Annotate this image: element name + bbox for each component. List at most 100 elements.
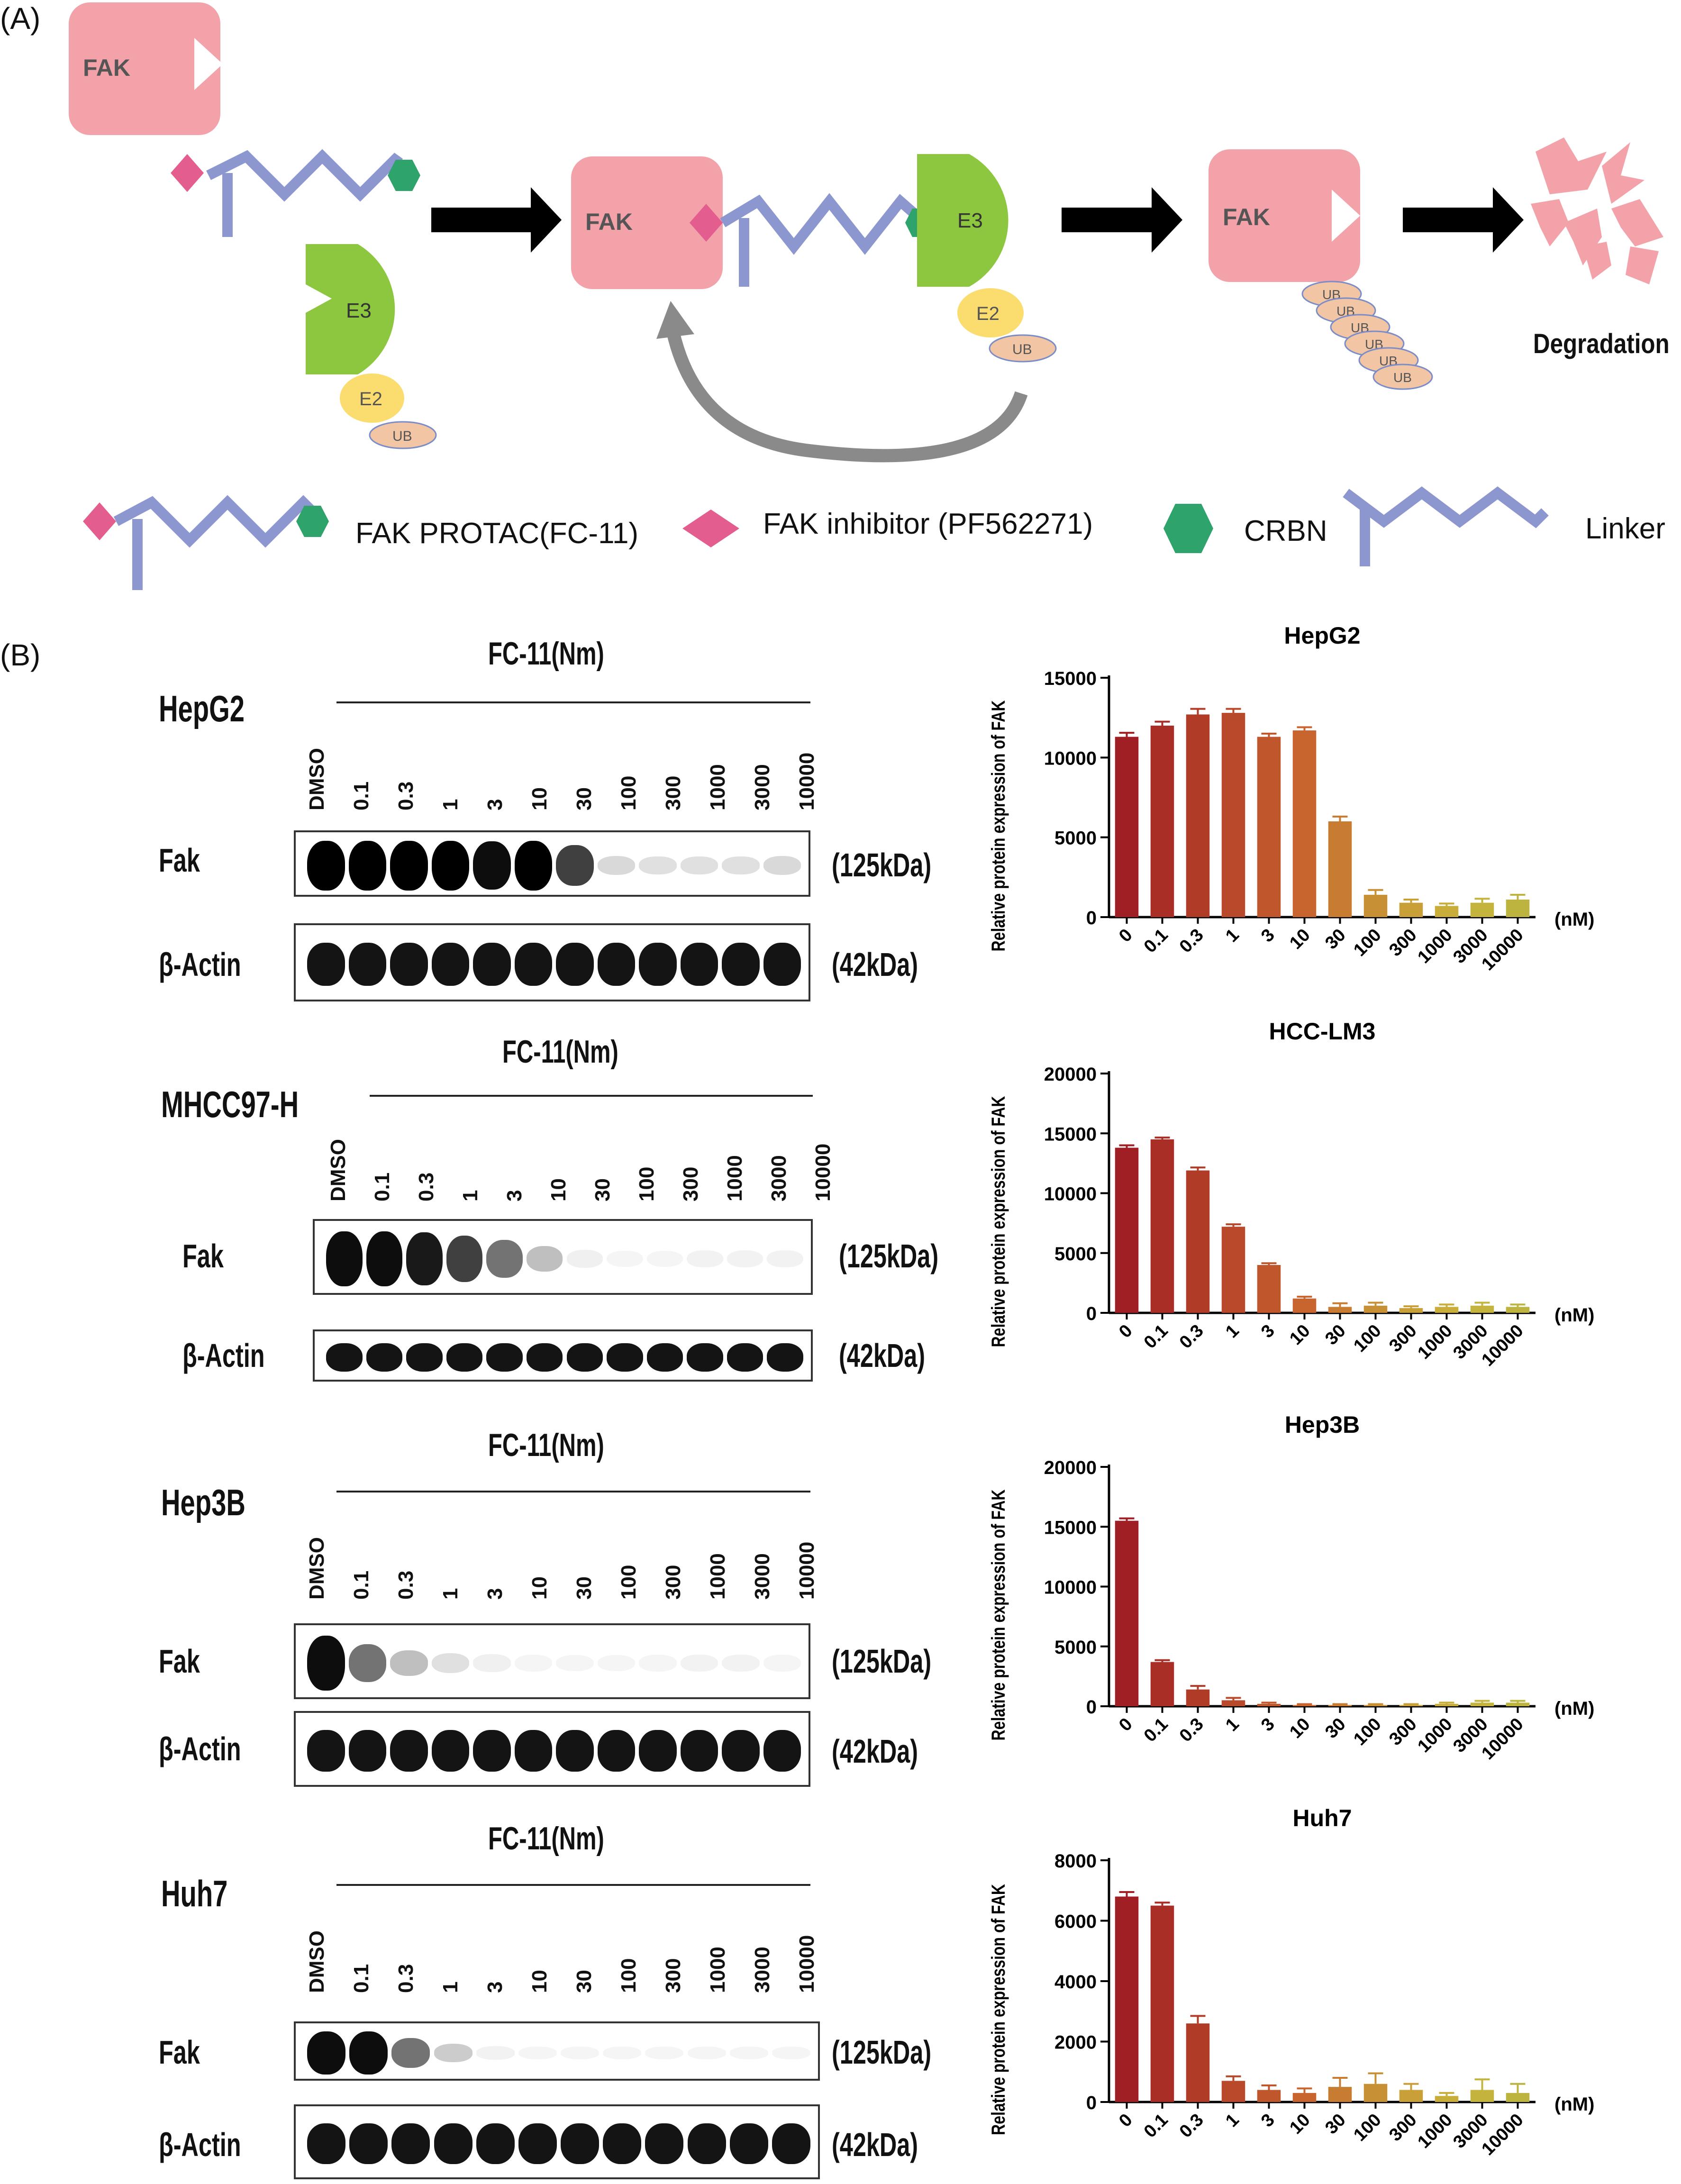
fak-band [390,840,428,891]
fak-band [476,2046,515,2060]
actin-band [390,943,428,986]
bar [1221,1700,1245,1706]
actin-kda-label: (42kDa) [832,2126,918,2163]
y-tick-label: 0 [1086,908,1097,928]
actin-band [556,1730,594,1772]
fak-kda-label: (125kDa) [832,1643,932,1680]
x-tick-label: 0.1 [1140,2110,1172,2142]
inhibitor-diamond-icon [171,154,204,192]
lane-label: 10 [528,787,551,810]
fak-band [722,1654,760,1672]
y-tick-label: 4000 [1054,1972,1097,1993]
bar [1363,1305,1388,1313]
fak-band [390,1650,428,1676]
x-unit-label: (nM) [1554,1698,1594,1719]
lane-label: 1 [459,1190,482,1201]
x-unit-label: (nM) [1554,909,1594,930]
x-tick-label: 100 [1350,2110,1385,2146]
actin-band [349,2123,388,2165]
y-tick-label: 8000 [1054,1851,1097,1872]
bar [1328,821,1352,917]
cell-line-name: MHCC97-H [161,1083,299,1125]
actin-band [307,2123,346,2165]
fak-band [763,1655,801,1672]
lane-label: 0.3 [394,1570,418,1600]
x-tick-label: 3 [1257,925,1279,946]
lane-label: 10000 [795,752,818,810]
cell-line-name: Hep3B [161,1482,245,1523]
fak-band [597,856,635,875]
fak-band [349,2031,388,2075]
fak-band [307,840,345,891]
cell-line-name: HepG2 [159,688,245,729]
lane-label: 30 [591,1178,614,1201]
lane-label: 300 [662,1958,685,1993]
protac-mechanism-diagram: FAK E3 E2 UB FAK E3 E2 UB [69,2,1663,590]
lane-label: 0.1 [371,1172,394,1201]
svg-text:FAK: FAK [1223,204,1270,230]
fak-band [431,1653,469,1674]
x-tick-label: 0 [1115,1714,1136,1736]
x-tick-label: 10 [1286,925,1314,954]
actin-band [473,1730,511,1772]
actin-kda-label: (42kDa) [832,946,918,983]
lane-label: 10 [528,1576,551,1600]
chart-title: Hep3B [1285,1411,1360,1438]
lane-label: 30 [572,1970,596,1993]
x-tick-label: 10000 [1478,925,1527,974]
svg-text:UB: UB [1012,342,1032,357]
lane-label: 10000 [795,1935,818,1993]
treatment-bracket-line [336,701,810,703]
actin-band [446,1343,483,1372]
x-tick-label: 1000 [1414,925,1456,967]
legend-linker-label: Linker [1585,512,1665,545]
fak-band [687,2046,726,2060]
e3-ligase-free: E3 E2 UB [306,244,437,449]
bar [1328,2087,1352,2102]
actin-blot-image [313,1329,813,1382]
legend-inhibitor-label: FAK inhibitor (PF562271) [763,508,1093,540]
actin-band [556,943,594,986]
x-tick-label: 0 [1115,2110,1136,2131]
cell-line-name: Huh7 [161,1873,228,1914]
bar [1257,1703,1281,1706]
actin-kda-label: (42kDa) [839,1337,926,1374]
treatment-bracket-line [370,1095,813,1097]
x-tick-label: 1 [1222,925,1243,946]
fak-row-label: Fak [159,2034,200,2071]
y-tick-label: 0 [1086,1697,1097,1718]
actin-kda-label: (42kDa) [832,1733,918,1770]
fak-band [518,2046,557,2060]
fak-band [687,1250,723,1268]
fak-band [729,2046,768,2060]
actin-band [645,2123,684,2165]
bar [1363,1705,1388,1706]
x-tick-label: 0.3 [1176,1321,1208,1353]
lane-label: 1 [439,799,462,810]
x-unit-label: (nM) [1554,2094,1594,2115]
x-tick-label: 1 [1222,1714,1243,1736]
lane-label: 0.3 [394,1964,418,1993]
actin-band [526,1343,563,1372]
fak-band [767,1250,803,1268]
bar [1150,1662,1174,1706]
y-tick-label: 20000 [1044,1064,1097,1085]
bar [1435,1307,1459,1313]
fak-band [431,840,469,891]
bar [1221,2081,1245,2102]
x-tick-label: 10 [1286,2110,1314,2138]
lane-label: 0.3 [394,781,418,810]
actin-band [687,1343,723,1372]
y-tick-label: 0 [1086,1303,1097,1324]
y-tick-label: 10000 [1044,1184,1097,1205]
x-tick-label: 1000 [1414,1714,1456,1756]
lane-label: 30 [572,1576,596,1600]
x-tick-label: 30 [1321,925,1350,954]
x-tick-label: 3 [1257,1321,1279,1342]
fak-protein-free: FAK [69,2,223,135]
fak-band [772,2046,810,2060]
actin-band [431,1730,469,1772]
actin-band [722,943,760,986]
lane-label: DMSO [305,1537,328,1600]
x-tick-label: 0.1 [1140,1714,1172,1746]
